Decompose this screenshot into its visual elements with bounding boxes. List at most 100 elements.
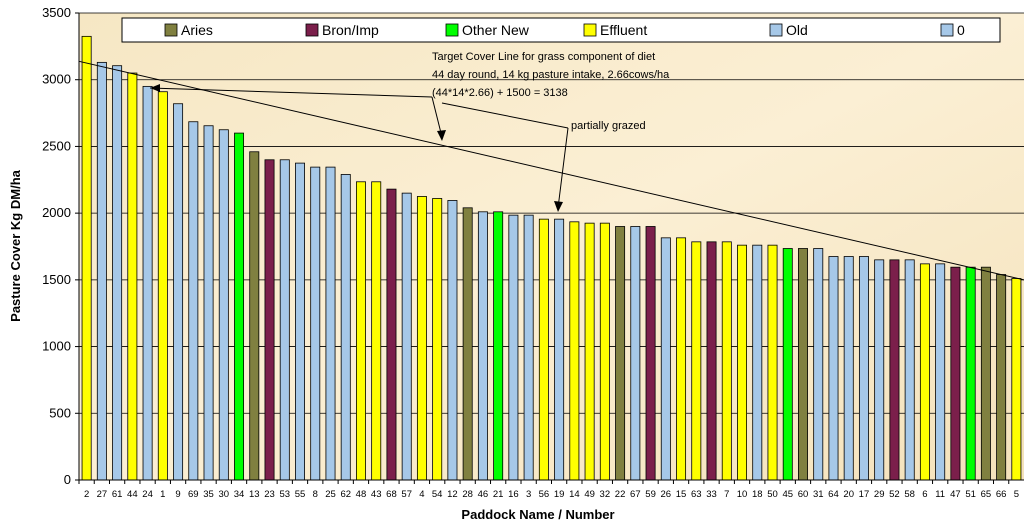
legend: Aries Bron/Imp Other New Effluent Old 0 xyxy=(121,17,1001,43)
bar-paddock-13 xyxy=(249,151,260,481)
bar-paddock-33 xyxy=(706,241,717,481)
bar-paddock-52 xyxy=(889,259,900,481)
bar-paddock-54 xyxy=(432,198,443,481)
x-tick-label-14: 14 xyxy=(569,489,580,500)
bar-paddock-3 xyxy=(523,214,534,481)
arrow-down-line xyxy=(431,96,443,138)
x-tick-label-16: 16 xyxy=(508,489,519,500)
bar-paddock-12 xyxy=(447,200,458,481)
bar-paddock-11 xyxy=(935,263,946,481)
bar-paddock-44 xyxy=(127,72,138,481)
bar-paddock-45 xyxy=(782,248,793,481)
x-tick-label-52: 52 xyxy=(889,489,900,500)
legend-box xyxy=(121,17,1001,43)
x-tick-label-67: 67 xyxy=(630,489,641,500)
bar-paddock-27 xyxy=(96,61,107,481)
x-tick-label-18: 18 xyxy=(752,489,763,500)
arrow-to-start-line xyxy=(149,87,433,98)
x-tick-label-13: 13 xyxy=(249,489,260,500)
x-tick-label-27: 27 xyxy=(97,489,108,500)
x-tick-label-68: 68 xyxy=(386,489,397,500)
x-tick-label-3: 3 xyxy=(526,489,531,500)
bar-paddock-55 xyxy=(295,162,305,481)
bar-paddock-6 xyxy=(919,263,930,481)
x-tick-label-33: 33 xyxy=(706,489,717,500)
bar-paddock-29 xyxy=(874,259,885,481)
bar-paddock-16 xyxy=(508,214,519,481)
bar-paddock-25 xyxy=(325,166,336,481)
y-tick-label: 2500 xyxy=(42,138,71,153)
bar-paddock-14 xyxy=(569,221,580,481)
x-tick-label-47: 47 xyxy=(950,489,961,500)
legend-swatch-5 xyxy=(940,23,954,37)
x-tick-label-30: 30 xyxy=(219,489,230,500)
legend-label-2: Other New xyxy=(462,22,530,38)
bar-paddock-9 xyxy=(173,103,184,481)
legend-swatch-4 xyxy=(769,23,783,37)
bar-paddock-49 xyxy=(584,222,595,481)
bar-paddock-66 xyxy=(996,274,1007,481)
x-axis-ticks: 2 27 61 44 24 1 9 69 35 30 34 13 23 53 55 8 25 62 48 43 68 57… xyxy=(78,480,1019,500)
x-tick-label-5: 5 xyxy=(1014,489,1019,500)
y-axis-title: Pasture Cover Kg DM/ha xyxy=(8,169,23,321)
bar-paddock-56 xyxy=(538,218,549,481)
bar-paddock-62 xyxy=(340,174,351,481)
bar-paddock-19 xyxy=(554,218,565,481)
x-tick-label-26: 26 xyxy=(661,489,672,500)
bar-paddock-23 xyxy=(264,159,275,481)
x-tick-label-31: 31 xyxy=(813,489,824,500)
legend-label-3: Effluent xyxy=(600,22,647,38)
bar-paddock-24 xyxy=(142,85,153,481)
bar-paddock-15 xyxy=(676,237,687,481)
x-tick-label-32: 32 xyxy=(600,489,611,500)
bar-paddock-1 xyxy=(157,91,168,481)
x-axis-title: Paddock Name / Number xyxy=(461,507,614,522)
arrow-down-head xyxy=(437,130,446,141)
bar-paddock-53 xyxy=(279,159,290,481)
x-tick-label-6: 6 xyxy=(922,489,927,500)
x-tick-label-57: 57 xyxy=(401,489,412,500)
x-tick-label-28: 28 xyxy=(462,489,473,500)
y-tick-label: 1500 xyxy=(42,272,71,287)
partially-grazed-leader-2 xyxy=(557,127,569,209)
bar-paddock-65 xyxy=(980,266,991,481)
bar-paddock-22 xyxy=(615,226,626,481)
bar-paddock-35 xyxy=(203,125,214,481)
bar-paddock-20 xyxy=(843,256,854,481)
bar-paddock-61 xyxy=(112,65,123,481)
annotation-partially-grazed: partially grazed xyxy=(571,120,646,132)
bar-paddock-28 xyxy=(462,207,473,481)
annotation-line-3: (44*14*2.66) + 1500 = 3138 xyxy=(432,87,568,99)
x-tick-label-48: 48 xyxy=(356,489,367,500)
x-tick-label-64: 64 xyxy=(828,489,839,500)
x-tick-label-59: 59 xyxy=(645,489,656,500)
legend-label-1: Bron/Imp xyxy=(322,22,379,38)
x-tick-label-51: 51 xyxy=(965,489,976,500)
x-tick-label-7: 7 xyxy=(724,489,729,500)
x-tick-label-19: 19 xyxy=(554,489,565,500)
bar-paddock-43 xyxy=(371,181,382,481)
x-tick-label-29: 29 xyxy=(874,489,885,500)
legend-swatch-0 xyxy=(164,23,178,37)
bar-paddock-67 xyxy=(630,226,641,481)
y-axis-ticks: 0 500 1000 1500 2000 2500 3000 3500 xyxy=(42,5,79,487)
bars xyxy=(81,35,1022,481)
bar-paddock-60 xyxy=(798,248,808,481)
x-tick-label-60: 60 xyxy=(798,489,809,500)
bar-paddock-68 xyxy=(386,188,397,481)
x-tick-label-35: 35 xyxy=(203,489,214,500)
bar-paddock-10 xyxy=(737,244,747,481)
x-tick-label-56: 56 xyxy=(539,489,550,500)
x-tick-label-62: 62 xyxy=(340,489,351,500)
bar-paddock-57 xyxy=(401,192,412,481)
x-tick-label-2: 2 xyxy=(84,489,89,500)
bar-paddock-58 xyxy=(904,259,915,481)
x-tick-label-54: 54 xyxy=(432,489,443,500)
bar-paddock-46 xyxy=(477,211,488,481)
bar-paddock-5 xyxy=(1011,278,1022,481)
y-tick-label: 0 xyxy=(64,472,71,487)
x-tick-label-23: 23 xyxy=(264,489,275,500)
x-tick-label-63: 63 xyxy=(691,489,702,500)
partially-grazed-leader-1 xyxy=(441,102,569,129)
